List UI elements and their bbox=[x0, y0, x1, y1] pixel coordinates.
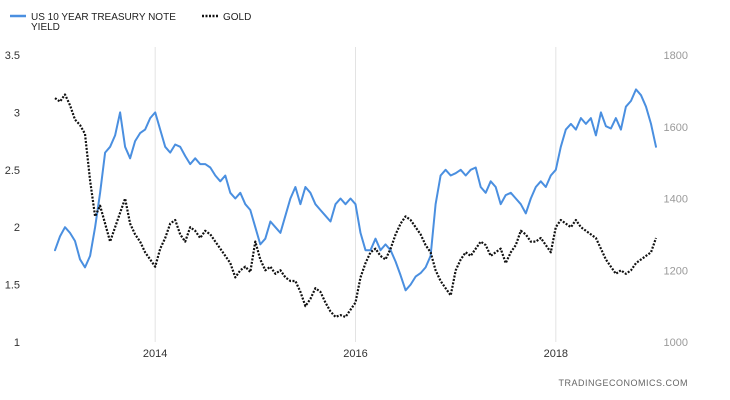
x-tick-label: 2016 bbox=[343, 348, 367, 360]
axes: 2014 2016 2018 1 1.5 2 2.5 3 3.5 1000 1200 1400 1600… bbox=[5, 50, 688, 360]
yield-series-line bbox=[54, 88, 657, 292]
y-right-tick-label: 1800 bbox=[664, 50, 688, 62]
x-tick-label: 2018 bbox=[544, 348, 568, 360]
y-right-tick-label: 1400 bbox=[664, 194, 688, 206]
y-left-tick-label: 2 bbox=[14, 222, 20, 234]
source-credit: TRADINGECONOMICS.COM bbox=[558, 378, 688, 388]
legend-label-yield: YIELD bbox=[31, 22, 60, 33]
grid bbox=[154, 47, 557, 342]
legend-label-gold: GOLD bbox=[223, 12, 251, 23]
y-left-tick-label: 2.5 bbox=[5, 165, 20, 177]
x-tick-label: 2014 bbox=[143, 348, 167, 360]
y-left-tick-label: 3.5 bbox=[5, 50, 20, 62]
gold-series-line bbox=[54, 93, 658, 318]
series-layer bbox=[54, 88, 658, 318]
y-right-tick-label: 1000 bbox=[664, 337, 688, 349]
y-right-tick-label: 1600 bbox=[664, 122, 688, 134]
y-left-tick-label: 1.5 bbox=[5, 280, 20, 292]
y-left-tick-label: 3 bbox=[14, 107, 20, 119]
y-right-tick-label: 1200 bbox=[664, 265, 688, 277]
y-left-tick-label: 1 bbox=[14, 337, 20, 349]
legend-label-yield: US 10 YEAR TREASURY NOTE bbox=[31, 12, 176, 23]
